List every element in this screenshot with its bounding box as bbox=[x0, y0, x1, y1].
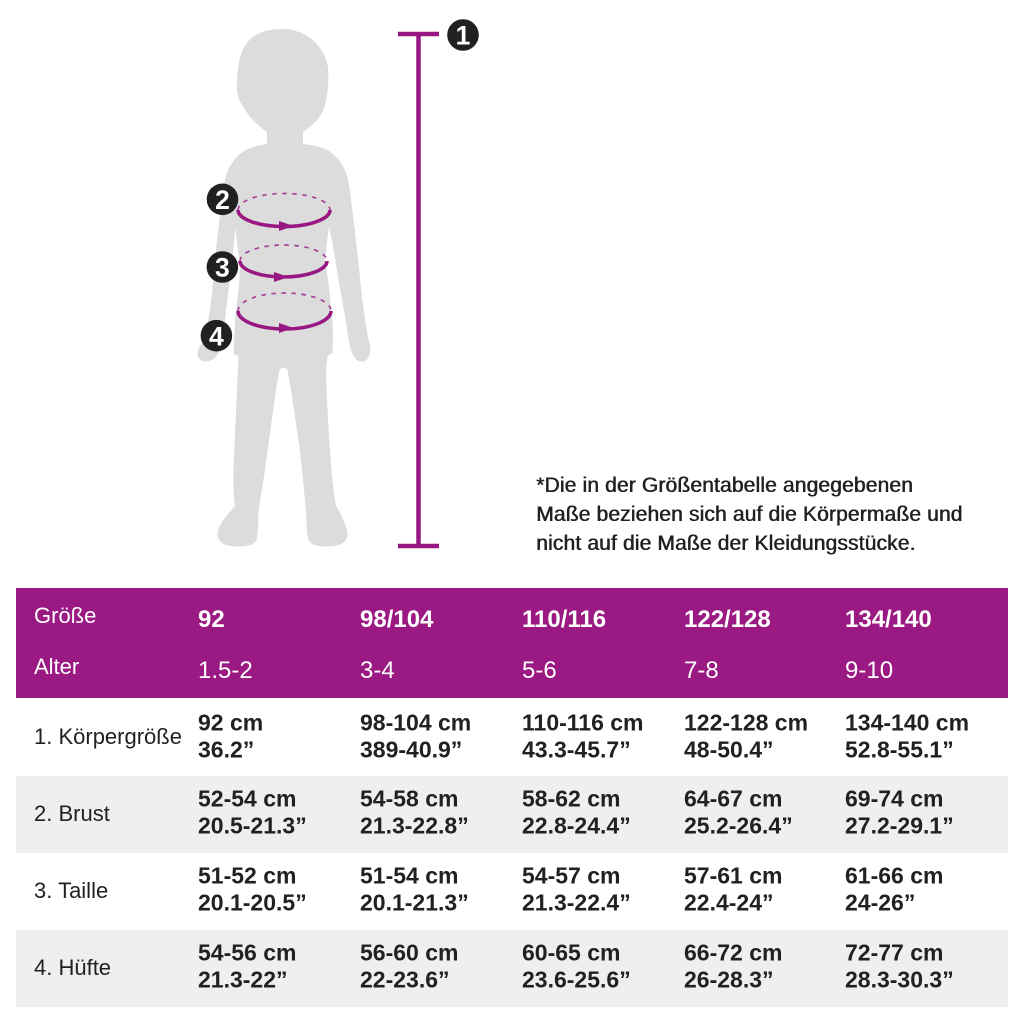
svg-text:2: 2 bbox=[215, 185, 230, 215]
svg-text:4: 4 bbox=[209, 321, 224, 351]
svg-text:3: 3 bbox=[215, 253, 230, 283]
svg-text:1: 1 bbox=[456, 21, 471, 51]
